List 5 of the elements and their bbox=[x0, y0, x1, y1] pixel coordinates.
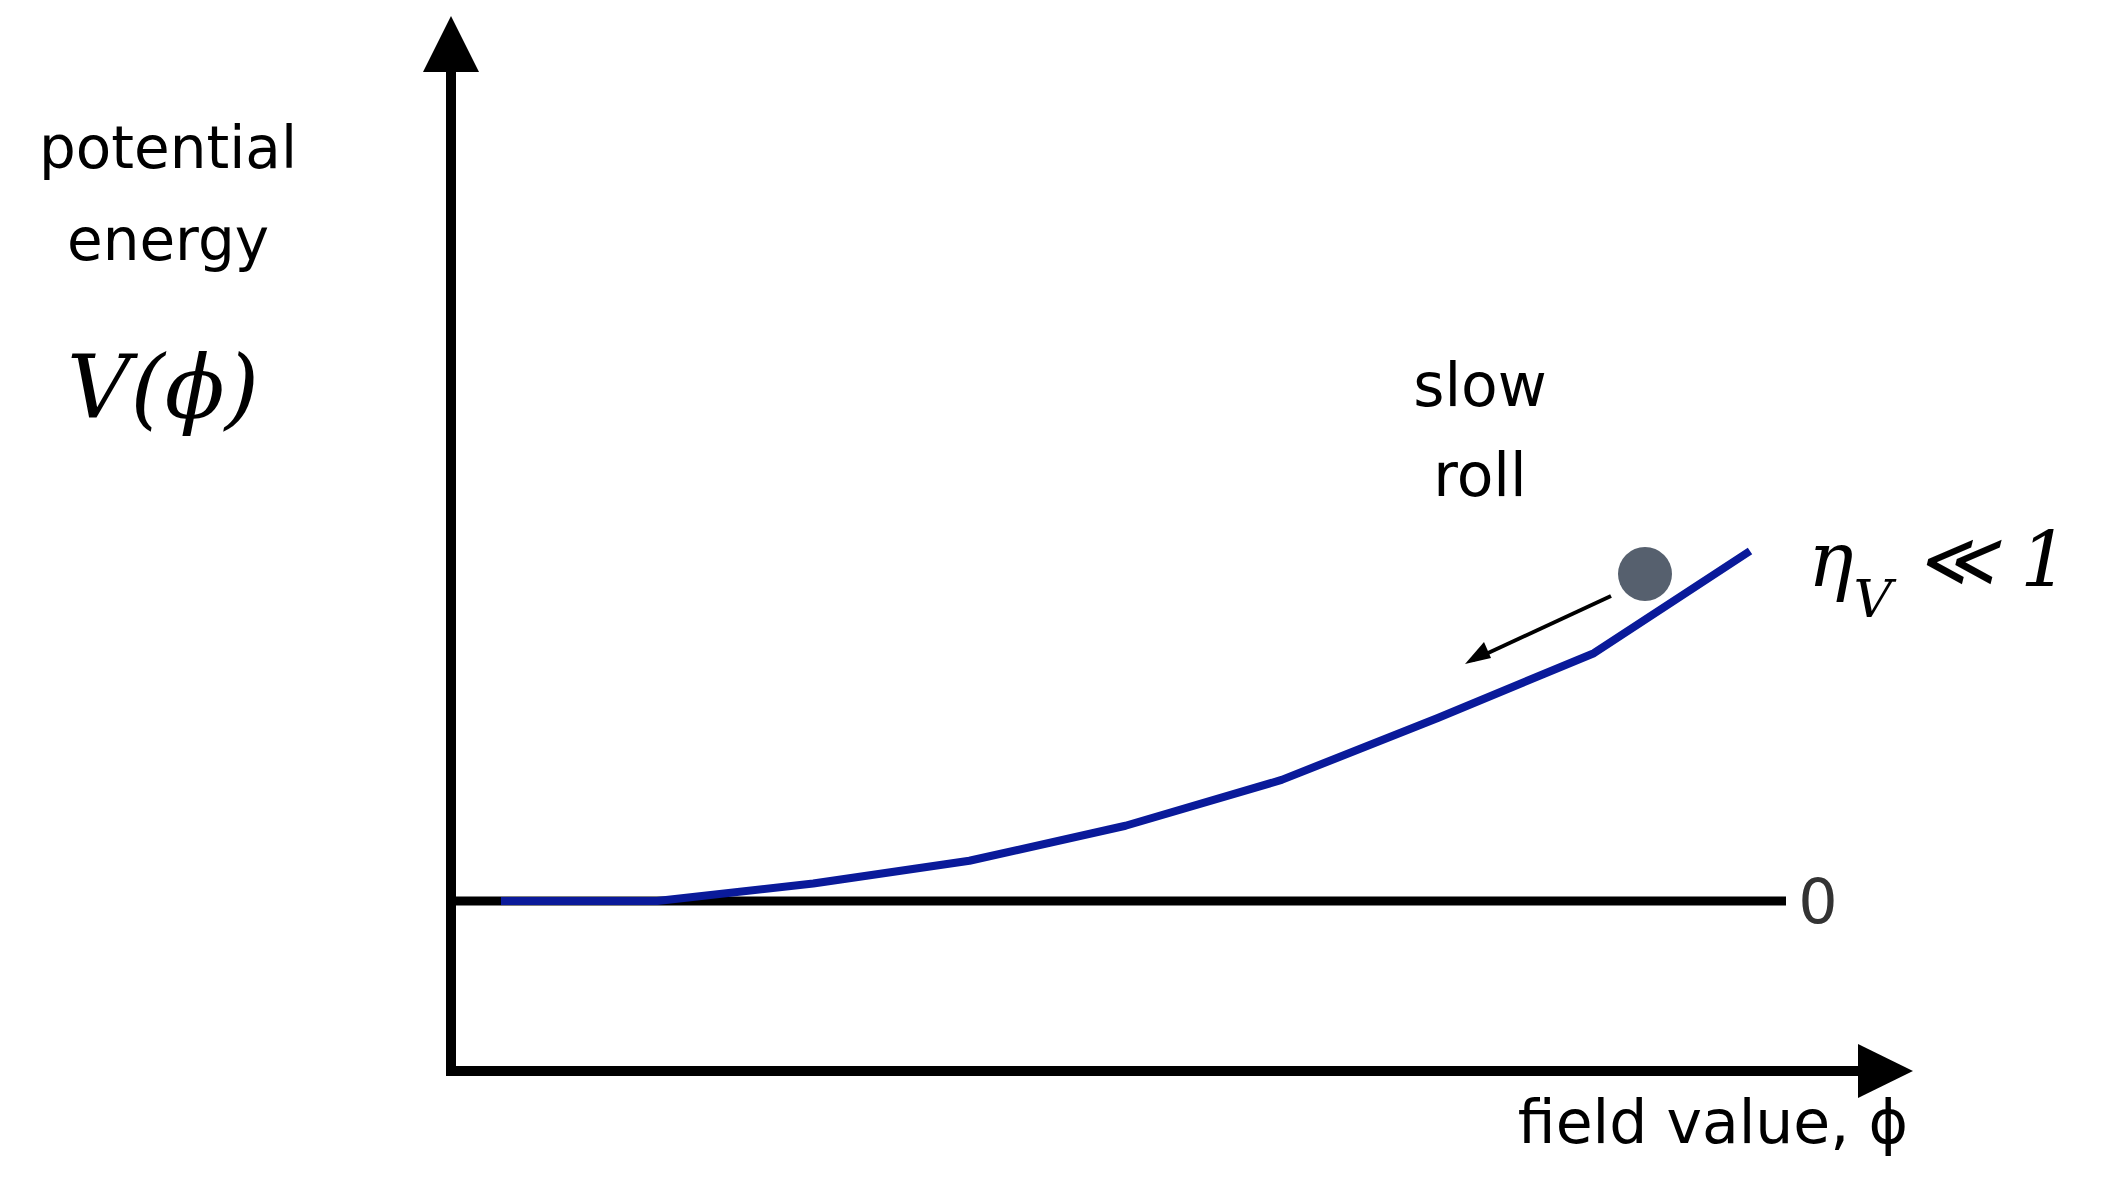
ref-line-label: 0 bbox=[1798, 865, 1838, 938]
text: η$_{V}$ ≪ 1 bbox=[1808, 515, 2069, 630]
text: slow roll bbox=[1413, 350, 1547, 510]
x-axis-title: field value, ϕ bbox=[1517, 1087, 1908, 1157]
y-axis-title: potential energy V(ϕ) bbox=[39, 114, 297, 439]
